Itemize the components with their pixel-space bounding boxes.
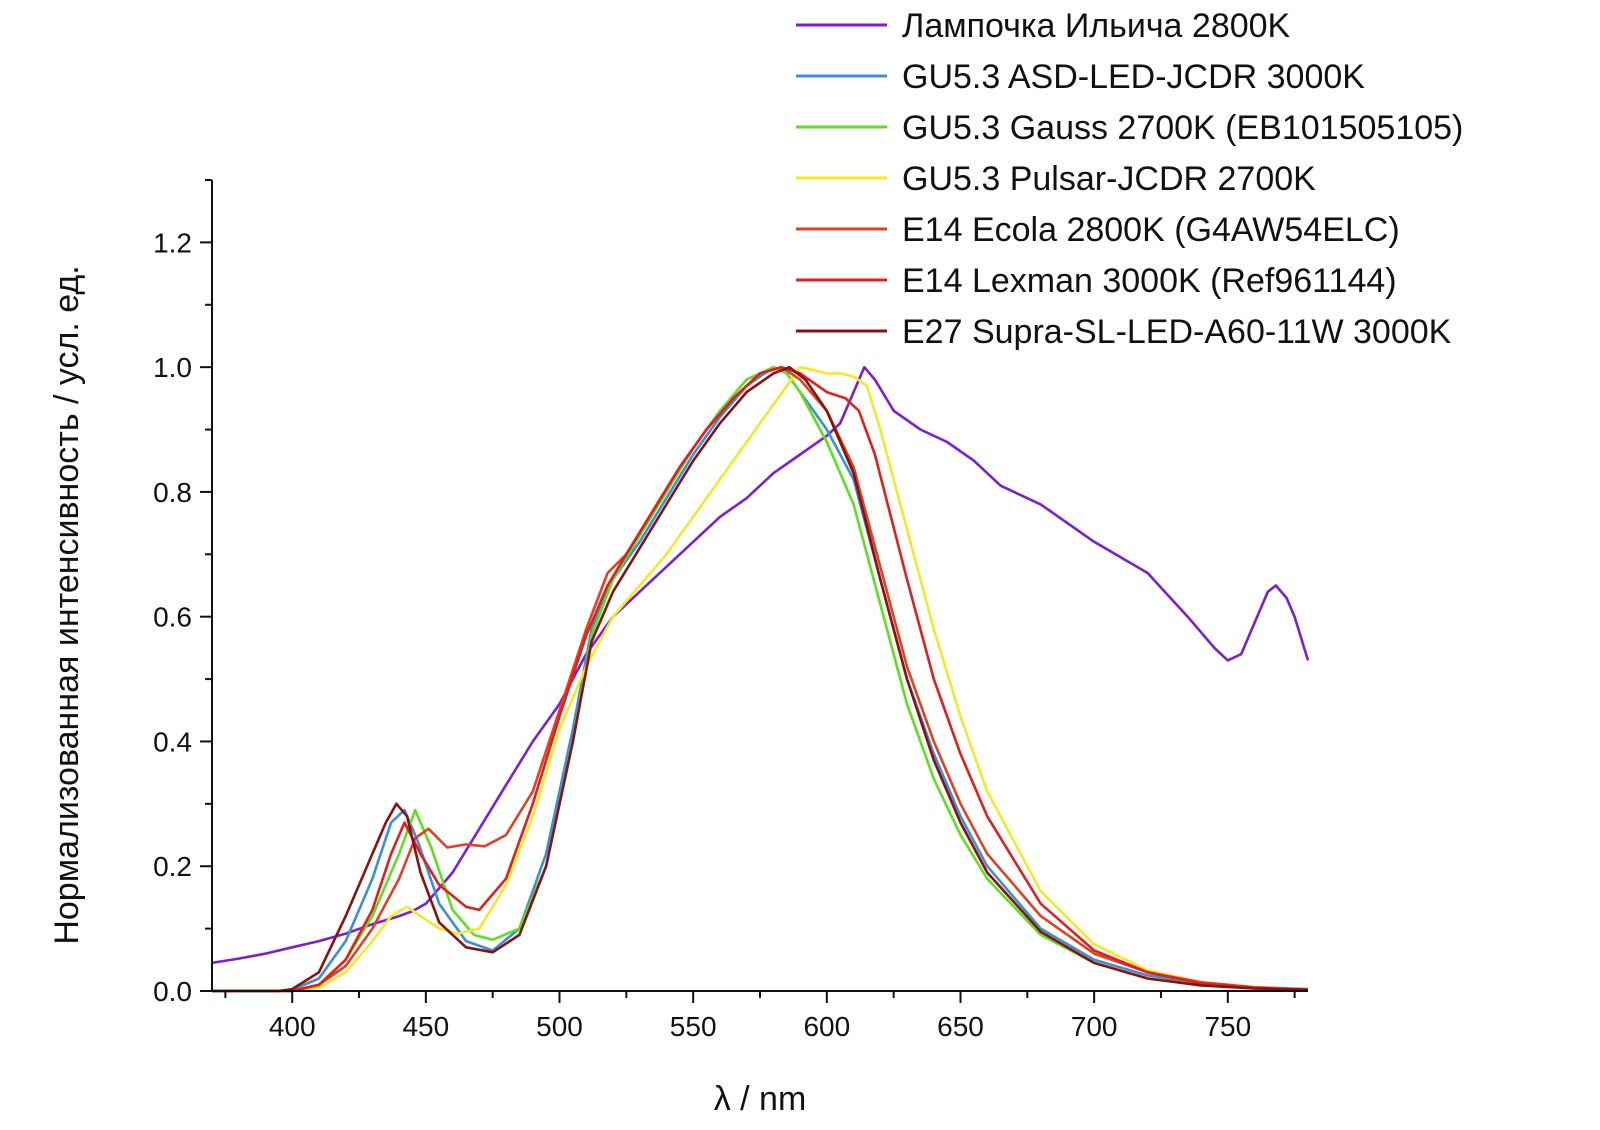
- legend-label-5: E14 Ecola 2800K (G4AW54ELC): [902, 211, 1400, 249]
- y-tick-label: 0.0: [153, 976, 192, 1007]
- series-line-4: [212, 365, 1309, 993]
- series-line-1: [211, 365, 1310, 965]
- x-tick-label: 600: [803, 1011, 850, 1042]
- x-tick-label: 450: [402, 1011, 449, 1042]
- legend-label-6: E14 Lexman 3000K (Ref961144): [902, 262, 1397, 300]
- legend-label-4: GU5.3 Pulsar-JCDR 2700K: [902, 160, 1316, 198]
- y-tick-label: 0.4: [153, 726, 192, 757]
- x-tick-label: 550: [670, 1011, 717, 1042]
- x-tick-label: 650: [937, 1011, 984, 1042]
- plot-area: [211, 365, 1310, 993]
- y-tick-label: 0.8: [153, 477, 192, 508]
- y-axis-title: Нормализованная интенсивность / усл. ед.: [48, 265, 86, 944]
- x-tick-label: 400: [269, 1011, 316, 1042]
- legend-label-3: GU5.3 Gauss 2700K (EB101505105): [902, 109, 1463, 147]
- x-tick-label: 500: [536, 1011, 583, 1042]
- y-ticks: 0.0 0.2 0.4 0.6 0.8 1.0 1.2: [153, 179, 212, 1007]
- legend-label-7: E27 Supra-SL-LED-A60-11W 3000K: [902, 313, 1452, 351]
- x-tick-label: 700: [1071, 1011, 1118, 1042]
- x-tick-label: 750: [1204, 1011, 1251, 1042]
- series-line-2: [212, 365, 1309, 993]
- y-tick-label: 0.6: [153, 602, 192, 633]
- series-line-6: [212, 365, 1309, 993]
- y-tick-label: 1.0: [153, 352, 192, 383]
- x-axis-title: λ / nm: [714, 1080, 807, 1118]
- series-line-7: [212, 365, 1309, 993]
- y-tick-label: 0.2: [153, 851, 192, 882]
- legend-label-2: GU5.3 ASD-LED-JCDR 3000K: [902, 58, 1365, 96]
- x-ticks: 400 450 500 550 600 650 700 750: [224, 991, 1296, 1042]
- legend: Лампочка Ильича 2800K GU5.3 ASD-LED-JCDR …: [796, 7, 1463, 351]
- y-tick-label: 1.2: [153, 227, 192, 258]
- legend-label-1: Лампочка Ильича 2800K: [902, 7, 1291, 45]
